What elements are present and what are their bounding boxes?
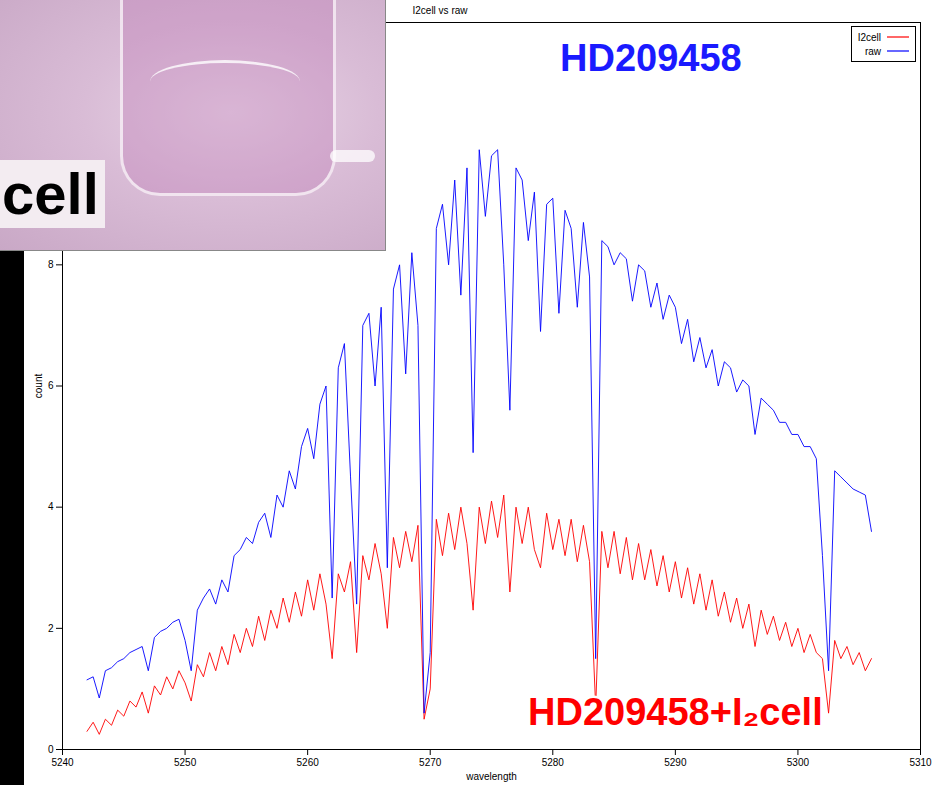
svg-text:HD209458: HD209458 [560,37,742,79]
svg-text:5280: 5280 [542,757,565,768]
svg-text:2: 2 [48,623,54,634]
svg-text:HD209458+I₂cell: HD209458+I₂cell [528,691,823,733]
svg-text:count: count [33,374,44,399]
html-text:cell: cell [2,161,99,226]
svg-text:wavelength: wavelength [465,771,517,782]
svg-text:5270: 5270 [419,757,442,768]
svg-text:5240: 5240 [51,757,74,768]
svg-text:5260: 5260 [297,757,320,768]
svg-text:6: 6 [48,380,54,391]
svg-text:0: 0 [48,744,54,755]
html-text:I2cell: I2cell [857,31,881,43]
html-text:I2cell vs raw: I2cell vs raw [412,5,468,16]
html-text:raw: raw [864,45,881,57]
svg-text:4: 4 [48,501,54,512]
svg-text:5250: 5250 [174,757,197,768]
svg-text:5290: 5290 [664,757,687,768]
svg-text:5310: 5310 [909,757,932,768]
svg-text:5300: 5300 [787,757,810,768]
svg-text:8: 8 [48,259,54,270]
